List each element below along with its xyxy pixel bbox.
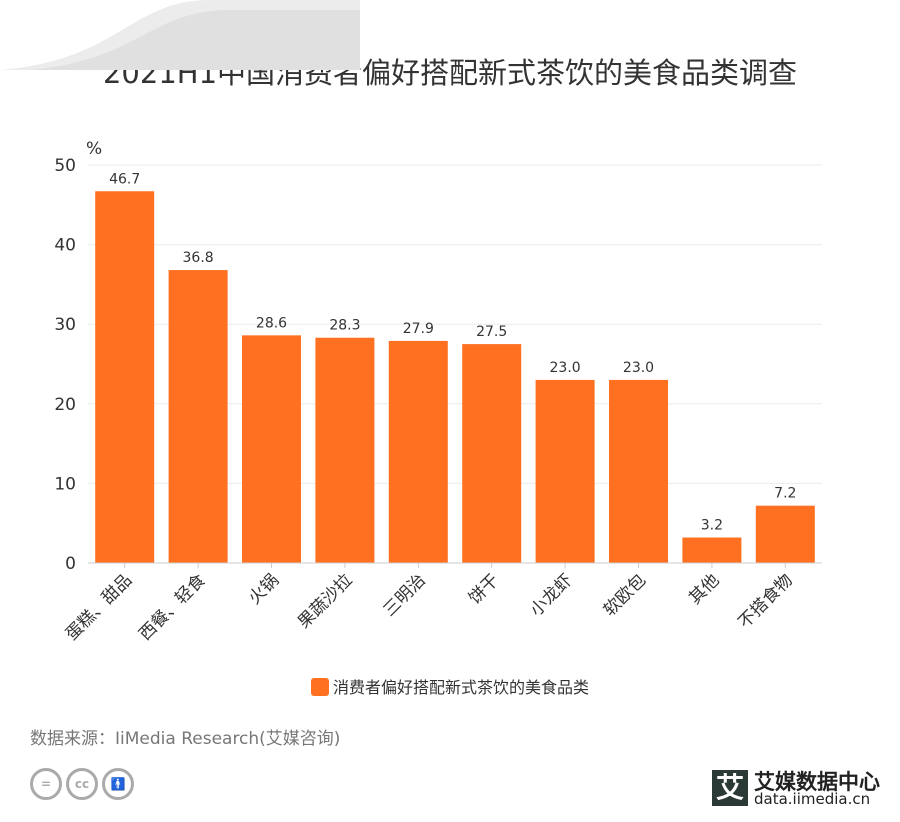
legend-label: 消费者偏好搭配新式茶饮的美食品类: [332, 678, 589, 697]
data-label: 23.0: [623, 360, 654, 376]
data-label: 7.2: [774, 486, 796, 502]
data-label: 23.0: [550, 360, 581, 376]
y-tick-label: 10: [54, 474, 76, 494]
data-label: 28.3: [329, 318, 360, 334]
x-tick-label: 饼干: [465, 570, 503, 608]
bar: [609, 379, 668, 563]
data-label: 36.8: [183, 250, 214, 266]
x-tick-label: 不搭食物: [735, 570, 797, 632]
x-tick-label: 三明治: [380, 570, 430, 620]
data-label: 27.5: [476, 324, 507, 340]
bar: [535, 379, 595, 563]
bar: [462, 344, 522, 563]
license-icons: = cc 🚹: [30, 768, 134, 800]
y-tick-label: 40: [54, 236, 76, 256]
y-tick-label: 0: [65, 554, 76, 574]
bar: [315, 337, 375, 563]
brand-name: 艾媒数据中心: [754, 770, 880, 794]
bar: [168, 270, 228, 563]
x-tick-label: 果蔬沙拉: [294, 570, 356, 632]
x-tick-label: 火锅: [245, 570, 283, 608]
data-label: 46.7: [109, 171, 140, 187]
bar: [95, 191, 155, 563]
x-tick-label: 蛋糕、甜品: [62, 570, 136, 644]
x-tick-label: 其他: [685, 570, 723, 608]
cc-icon: cc: [66, 768, 98, 800]
bar-chart: 0 10 20 30 40 50% 46.7 蛋糕、甜品 36.8 西餐、轻食 28.6 火锅 28.3…: [54, 139, 822, 645]
bar: [242, 335, 301, 563]
x-tick-label: 软欧包: [600, 570, 650, 620]
y-axis-unit: %: [86, 139, 102, 159]
bar: [388, 340, 448, 563]
data-label: 3.2: [701, 518, 723, 534]
brand-background: [0, 0, 360, 70]
equal-icon: =: [30, 768, 62, 800]
y-tick-label: 30: [54, 315, 76, 335]
y-tick-label: 20: [54, 395, 76, 415]
y-tick-label: 50: [54, 156, 76, 176]
bar: [682, 537, 742, 563]
person-icon: 🚹: [102, 768, 134, 800]
brand-url: data.iimedia.cn: [754, 790, 871, 808]
legend-swatch: [310, 678, 329, 696]
x-tick-label: 西餐、轻食: [135, 570, 209, 644]
data-label: 27.9: [403, 321, 434, 337]
legend[interactable]: 消费者偏好搭配新式茶饮的美食品类: [0, 674, 900, 698]
brand-mark: 艾: [712, 770, 748, 806]
data-label: 28.6: [256, 315, 287, 331]
x-tick-label: 小龙虾: [526, 570, 576, 620]
source-note: 数据来源：IiMedia Research(艾媒咨询): [30, 729, 341, 749]
bar: [755, 505, 815, 563]
